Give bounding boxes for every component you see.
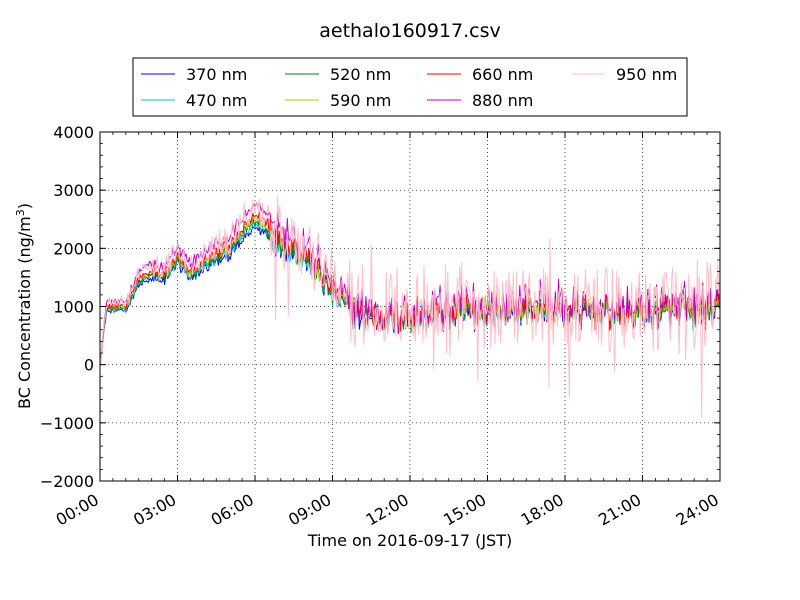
legend-label: 520 nm	[330, 65, 391, 84]
legend-label: 590 nm	[330, 91, 391, 110]
y-axis-label-main: BC Concentration (ng/m	[15, 216, 34, 409]
legend-label: 660 nm	[472, 65, 533, 84]
y-axis-label-sup: 3	[14, 209, 27, 216]
legend-label: 370 nm	[186, 65, 247, 84]
y-axis-label-close: )	[15, 203, 34, 209]
axis-ticks	[99, 131, 721, 482]
y-tick-label: −2000	[40, 472, 94, 491]
legend-label: 880 nm	[472, 91, 533, 110]
legend-box	[132, 57, 688, 117]
y-tick-label: −1000	[40, 414, 94, 433]
y-tick-label: 3000	[53, 181, 94, 200]
y-tick-label: 2000	[53, 239, 94, 258]
chart-title: aethalo160917.csv	[319, 20, 501, 42]
y-tick-label: 4000	[53, 123, 94, 142]
legend: 370 nm 470 nm 520 nm 590 nm 660 nm 880 nm 950 …	[132, 57, 688, 117]
y-axis-label: BC Concentration (ng/m3)	[14, 203, 34, 409]
legend-label: 950 nm	[616, 65, 677, 84]
series-lines	[100, 196, 720, 419]
y-tick-label: 0	[84, 356, 94, 375]
legend-label: 470 nm	[186, 91, 247, 110]
series-line	[100, 196, 720, 419]
x-axis-label: Time on 2016-09-17 (JST)	[307, 531, 512, 550]
y-tick-label: 1000	[53, 298, 94, 317]
y-tick-labels: −2000 −1000 0 1000 2000 3000 4000	[40, 123, 94, 491]
